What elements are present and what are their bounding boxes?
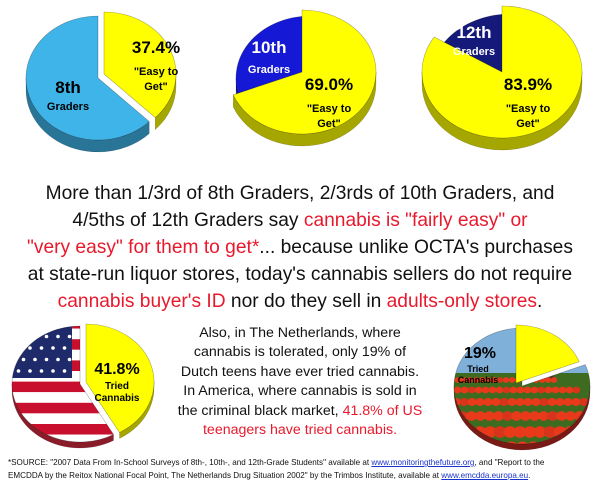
netherlands-comparison-text: Also, in The Netherlands, where cannabis… [155,324,445,440]
main-text-highlight: adults-only stores [386,291,537,312]
tried-label-us-line1: Tried [105,381,129,392]
main-statement-line2: 4/5ths of 12th Graders say cannabis is "… [0,207,600,234]
main-statement-line4: at state-run liquor stores, today's cann… [0,261,600,288]
pie-slice-easy [85,323,155,433]
pie-slice-other-side [11,383,114,449]
main-statement-line5: cannabis buyer's ID nor do they sell in … [0,288,600,315]
pie-group-12th [421,5,583,151]
tried-label-us-line2: Cannabis [94,393,139,404]
easy-label-12th-line2: Get" [516,118,540,130]
pie-chart-8th: 8th Graders 37.4% "Easy to Get" [25,11,180,153]
grade-label-12th: 12th [457,23,492,42]
easy-label-8th-line2: Get" [144,81,168,93]
main-text-highlight: "very easy" for them to get* [27,237,260,258]
pie-slice-easy [515,324,580,384]
pie-chart-10th: 10th Graders 69.0% "Easy to Get" [232,9,377,147]
main-text-part: at state-run liquor stores, today's cann… [27,264,573,285]
source-line1: *SOURCE: "2007 Data From In-School Surve… [8,456,594,469]
grade-label-8th: 8th [55,78,81,97]
pct-label-nl: 19% [464,345,496,362]
easy-label-10th-line1: "Easy to [307,103,352,115]
pie-slice-other [453,327,591,445]
easy-label-8th-line1: "Easy to [134,66,179,78]
source-text: EMCDDA by the Reitox National Focal Poin… [8,471,442,480]
tried-label-nl-line2: Cannabis [458,375,499,385]
mid-text-part: the criminal black market, [177,402,343,419]
pie-group-us [11,323,155,449]
main-text-part: nor do they sell in [225,291,387,312]
grade-sublabel-8th: Graders [47,101,89,113]
pie-chart-netherlands: 19% Tried Cannabis [453,324,591,451]
mid-line: Dutch teens have ever tried cannabis. [180,363,420,380]
source-line2: EMCDDA by the Reitox National Focal Poin… [8,469,594,482]
main-text-highlight: cannabis buyer's ID [57,291,226,312]
pct-label-12th: 83.9% [504,75,552,94]
mid-text-highlight: teenagers have tried cannabis. [202,422,398,439]
main-statement: More than 1/3rd of 8th Graders, 2/3rds o… [0,180,600,315]
pie-slice-easy [421,5,583,139]
grade-label-10th: 10th [252,38,287,57]
mid-line: cannabis is tolerated, only 19% of [193,344,407,361]
source-text: *SOURCE: "2007 Data From In-School Surve… [8,458,372,467]
mid-text-highlight: 41.8% of US [342,402,423,419]
mid-line: the criminal black market, 41.8% of US [155,402,445,421]
pie-group-netherlands [453,324,591,451]
main-text-part: ... because unlike OCTA's purchases [259,237,573,258]
pie-slice-other [25,15,150,141]
mid-line: teenagers have tried cannabis. [155,421,445,440]
main-text-part: . [537,291,543,312]
grade-sublabel-10th: Graders [248,64,290,76]
mid-line: Also, in The Netherlands, where [199,325,401,341]
pct-label-8th: 37.4% [132,38,180,57]
main-text-part: 4/5ths of 12th Graders say [72,210,304,231]
pie-group-8th [25,11,177,153]
main-statement-line1: More than 1/3rd of 8th Graders, 2/3rds o… [0,180,600,207]
pie-chart-12th: 12th Graders 83.9% "Easy to Get" [421,5,583,151]
emcdda-link[interactable]: www.emcdda.europa.eu [441,471,529,480]
source-footnote: *SOURCE: "2007 Data From In-School Surve… [8,456,594,482]
source-text: . [528,471,531,480]
pct-label-10th: 69.0% [305,75,353,94]
source-text: , and "Report to the [474,458,545,467]
main-text-part: More than 1/3rd of 8th Graders, 2/3rds o… [45,183,555,204]
mid-line: In America, where cannabis is sold in [183,383,417,400]
main-statement-line3: "very easy" for them to get*... because … [0,234,600,261]
tried-label-nl-line1: Tried [467,364,489,374]
pie-slice-easy [103,11,177,118]
pie-chart-us: 41.8% Tried Cannabis [11,323,155,449]
easy-label-10th-line2: Get" [317,118,341,130]
monitoringthefuture-link[interactable]: www.monitoringthefuture.org [371,458,475,467]
pct-label-us: 41.8% [94,361,139,378]
easy-label-12th-line1: "Easy to [506,103,551,115]
main-text-highlight: cannabis is "fairly easy" or [303,210,528,231]
grade-sublabel-12th: Graders [453,46,495,58]
pie-slice-easy [232,9,377,135]
pie-group-10th [232,9,377,147]
pie-slice-other [11,325,114,443]
